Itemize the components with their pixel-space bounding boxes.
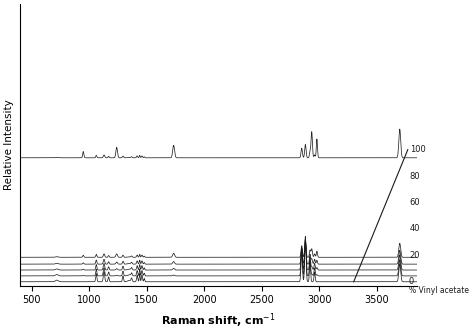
Text: 100: 100 bbox=[410, 145, 426, 154]
Text: % Vinyl acetate: % Vinyl acetate bbox=[409, 286, 469, 295]
X-axis label: Raman shift, cm$^{-1}$: Raman shift, cm$^{-1}$ bbox=[161, 311, 276, 330]
Text: 60: 60 bbox=[410, 198, 420, 207]
Text: 40: 40 bbox=[410, 224, 420, 233]
Text: 20: 20 bbox=[409, 251, 419, 260]
Y-axis label: Relative Intensity: Relative Intensity bbox=[4, 100, 14, 190]
Text: 0: 0 bbox=[409, 277, 414, 286]
Text: 80: 80 bbox=[410, 172, 420, 181]
